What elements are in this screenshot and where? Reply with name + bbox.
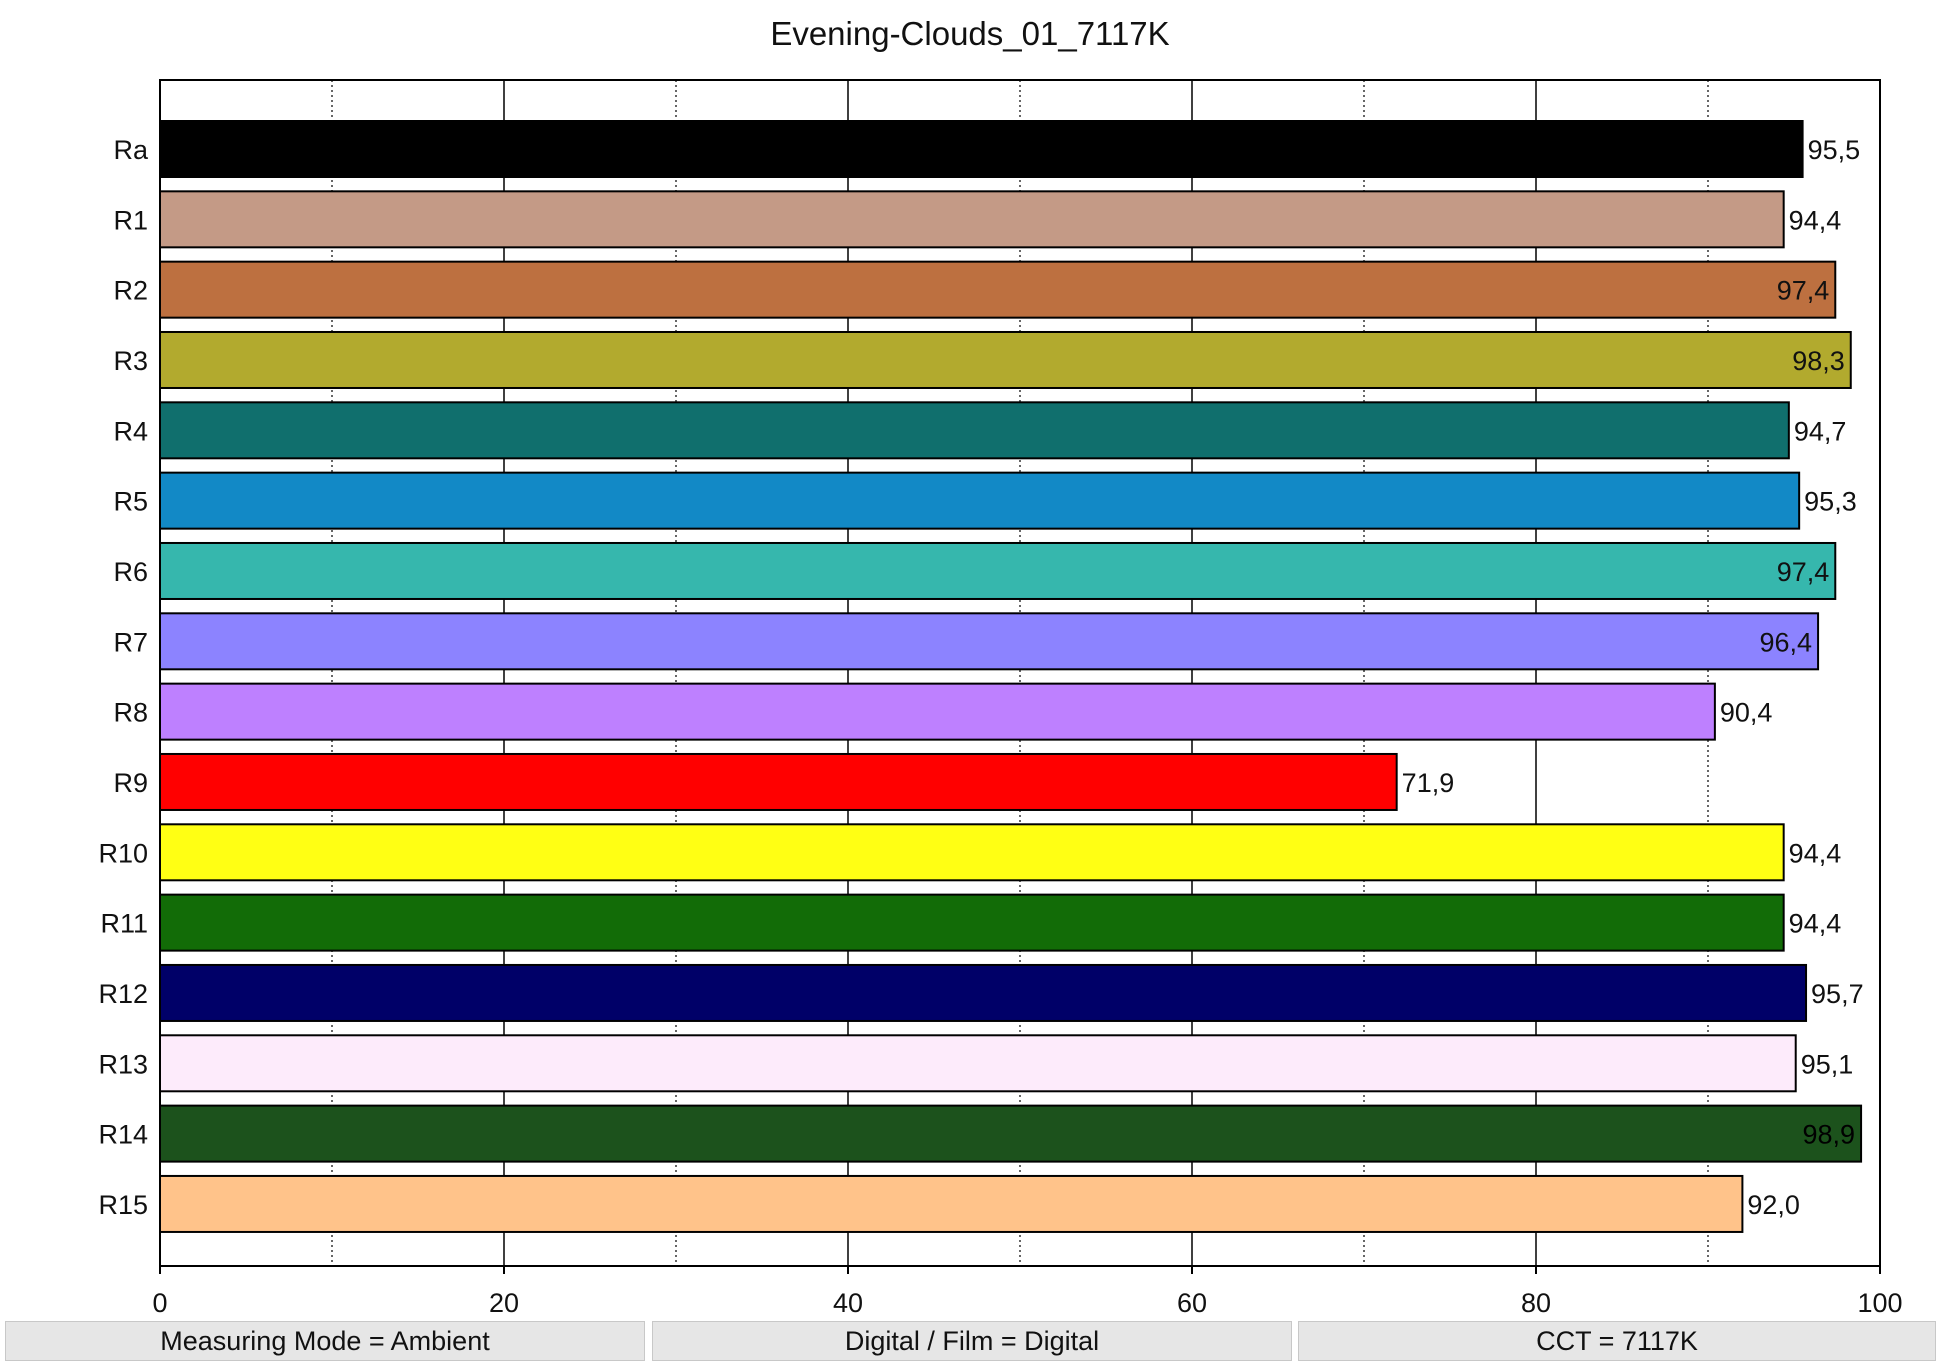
- bar-r4: [159, 401, 1790, 460]
- bar-r8: [159, 682, 1716, 741]
- measuring-mode-label: Measuring Mode = Ambient: [160, 1325, 490, 1356]
- bar-r13: [159, 1034, 1797, 1093]
- category-label: R1: [113, 205, 148, 235]
- cct-panel[interactable]: CCT = 7117K: [1298, 1321, 1936, 1361]
- category-label: R4: [113, 416, 148, 446]
- bar-r3: [159, 330, 1852, 389]
- value-label: 98,9: [1803, 1120, 1856, 1150]
- value-label: 95,7: [1811, 979, 1864, 1009]
- x-tick-label: 40: [833, 1288, 863, 1318]
- x-tick-label: 20: [489, 1288, 519, 1318]
- value-label: 98,3: [1792, 346, 1845, 376]
- digital-film-panel[interactable]: Digital / Film = Digital: [652, 1321, 1292, 1361]
- value-label: 94,7: [1794, 416, 1847, 446]
- value-label: 92,0: [1747, 1190, 1800, 1220]
- bar-r9: [159, 752, 1398, 811]
- bar-r14: [159, 1104, 1863, 1163]
- category-label: R8: [113, 698, 148, 728]
- category-label: R3: [113, 346, 148, 376]
- category-label: R6: [113, 557, 148, 587]
- value-label: 71,9: [1402, 768, 1455, 798]
- bar-r10: [159, 823, 1785, 882]
- value-label: 90,4: [1720, 698, 1773, 728]
- category-label: R2: [113, 276, 148, 306]
- x-tick-label: 80: [1521, 1288, 1551, 1318]
- value-label: 94,4: [1789, 838, 1842, 868]
- x-tick-label: 60: [1177, 1288, 1207, 1318]
- bar-r6: [159, 541, 1837, 600]
- category-label: Ra: [113, 135, 148, 165]
- bar-ra: [159, 120, 1804, 178]
- category-label: R9: [113, 768, 148, 798]
- value-label: 97,4: [1777, 276, 1830, 306]
- chart-title: Evening-Clouds_01_7117K: [770, 15, 1169, 52]
- bar-r5: [159, 471, 1801, 530]
- cct-label: CCT = 7117K: [1536, 1325, 1698, 1356]
- category-label: R5: [113, 487, 148, 517]
- value-label: 97,4: [1777, 557, 1830, 587]
- x-axis: 0 20 40 60 80 100: [152, 1266, 1903, 1318]
- value-label: 96,4: [1760, 627, 1813, 657]
- category-label: R13: [98, 1049, 148, 1079]
- value-label: 94,4: [1789, 909, 1842, 939]
- bar-r7: [159, 612, 1820, 671]
- category-label: R7: [113, 627, 148, 657]
- bars: Ra 95,5 R1 94,4 R2 97,4 R3 98,3 R4 94,7 R5 95,3 R6 97…: [98, 120, 1864, 1233]
- bar-r11: [159, 893, 1785, 952]
- category-label: R12: [98, 979, 148, 1009]
- category-label: R14: [98, 1120, 148, 1150]
- bar-r12: [159, 963, 1808, 1022]
- x-tick-label: 100: [1857, 1288, 1902, 1318]
- x-tick-label: 0: [152, 1288, 167, 1318]
- measuring-mode-panel[interactable]: Measuring Mode = Ambient: [5, 1321, 645, 1361]
- bar-r2: [159, 260, 1837, 319]
- value-label: 95,3: [1804, 487, 1857, 517]
- value-label: 95,1: [1801, 1049, 1854, 1079]
- category-label: R11: [100, 909, 148, 939]
- category-label: R10: [98, 838, 148, 868]
- value-label: 95,5: [1808, 135, 1861, 165]
- digital-film-label: Digital / Film = Digital: [844, 1325, 1100, 1356]
- bar-r1: [159, 190, 1785, 249]
- category-label: R15: [98, 1190, 148, 1220]
- bar-r15: [159, 1174, 1744, 1233]
- value-label: 94,4: [1789, 205, 1842, 235]
